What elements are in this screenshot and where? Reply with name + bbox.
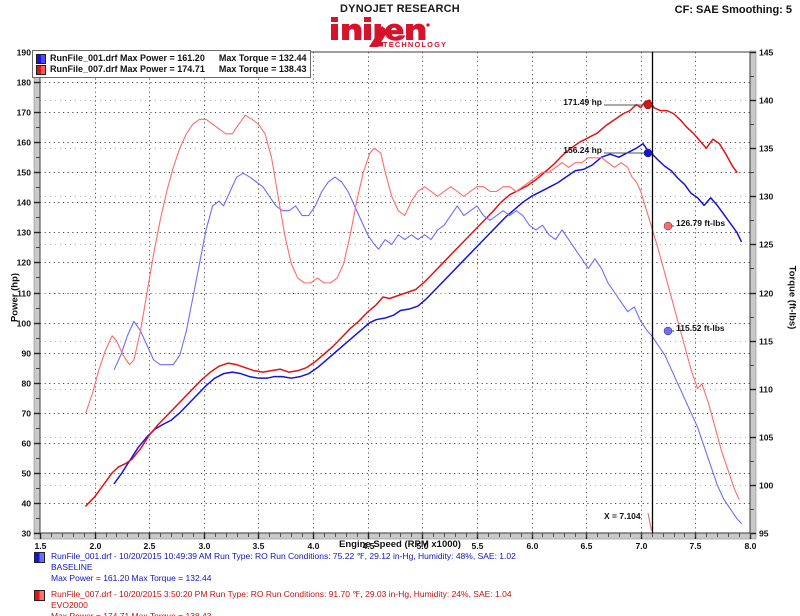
- run-info-007: RunFile_007.drf - 10/20/2015 3:50:20 PM …: [34, 589, 774, 616]
- cursor-x-label: X = 7.104: [604, 511, 641, 521]
- cursor-label-leader: [647, 512, 653, 532]
- x-axis-title: Engine Speed (RPM x1000): [339, 539, 461, 550]
- y-tick-label-left: 150: [17, 168, 32, 178]
- legend-file-007: RunFile_007.drf Max Power = 174.71: [50, 64, 205, 75]
- y-tick-label-right: 105: [759, 433, 774, 443]
- y-tick-label-left: 60: [21, 439, 31, 449]
- x-tick-label: 2.0: [90, 541, 102, 551]
- x-tick-label: 7.0: [636, 541, 648, 551]
- y-tick-label-left: 110: [17, 289, 31, 299]
- y-tick-label-left: 190: [17, 48, 32, 58]
- x-tick-label: 5.5: [472, 541, 484, 551]
- run-007-line3: Max Power = 174.71 Max Torque = 138.43: [51, 611, 512, 616]
- power-red-callout-marker[interactable]: [643, 100, 653, 110]
- run-swatch-blue: [34, 552, 45, 563]
- series-line-0[interactable]: [113, 142, 743, 485]
- plot-background: [40, 52, 750, 533]
- y-axis-left-title: Power (hp): [9, 272, 21, 323]
- y-tick-label-right: 145: [759, 48, 774, 58]
- x-tick-label: 4.5: [363, 541, 375, 551]
- run-007-line2: EVO2000: [51, 599, 88, 610]
- series-line-2[interactable]: [113, 172, 742, 524]
- run-info-001: RunFile_001.drf - 10/20/2015 10:49:39 AM…: [34, 551, 774, 585]
- series-line-3[interactable]: [85, 114, 740, 500]
- run-info-panel: RunFile_001.drf - 10/20/2015 10:49:39 AM…: [34, 551, 774, 616]
- injen-logo: TECHNOLOGY: [331, 17, 447, 48]
- x-tick-label: 5.0: [417, 541, 429, 551]
- run-swatch-red: [34, 589, 45, 601]
- y-tick-label-right: 125: [759, 240, 774, 250]
- y-tick-label-left: 120: [17, 258, 32, 268]
- y-tick-label-right: 115: [759, 337, 773, 347]
- torque-blue-callout-marker[interactable]: [663, 326, 673, 336]
- run-001-line3: Max Power = 161.20 Max Torque = 132.44: [51, 573, 212, 584]
- x-tick-label: 6.0: [527, 541, 539, 551]
- power-red-callout: 171.49 hp: [563, 97, 602, 107]
- x-tick-label: 4.0: [308, 541, 320, 551]
- y-tick-label-left: 130: [17, 228, 32, 238]
- run-007-line1: RunFile_007.drf - 10/20/2015 3:50:20 PM …: [51, 588, 512, 599]
- y-tick-label-left: 70: [21, 409, 31, 419]
- x-tick-label: 2.5: [144, 541, 156, 551]
- y-tick-label-left: 50: [21, 469, 31, 479]
- legend-torque-007: Max Torque = 138.43: [218, 64, 307, 75]
- y-tick-label-left: 80: [21, 379, 31, 389]
- y-tick-label-right: 140: [759, 96, 774, 106]
- y-tick-label-left: 180: [17, 78, 32, 88]
- y-tick-label-right: 110: [759, 385, 773, 395]
- y-tick-label-left: 160: [17, 138, 32, 148]
- x-tick-label: 3.5: [253, 541, 265, 551]
- y-tick-label-left: 170: [17, 108, 32, 118]
- y-tick-label-left: 90: [21, 349, 31, 359]
- y-tick-label-right: 120: [759, 289, 774, 299]
- torque-red-callout: 126.79 ft-lbs: [676, 218, 726, 228]
- torque-red-callout-marker[interactable]: [663, 221, 673, 231]
- plot-border: [39, 51, 751, 534]
- y-tick-label-right: 135: [759, 144, 774, 154]
- y-axis-right-title: Torque (ft-lbs): [786, 265, 798, 330]
- x-tick-label: 3.0: [199, 541, 211, 551]
- run-001-line1: RunFile_001.drf - 10/20/2015 10:49:39 AM…: [51, 551, 516, 561]
- svg-text:TECHNOLOGY: TECHNOLOGY: [383, 40, 447, 48]
- x-tick-label: 1.5: [35, 541, 47, 551]
- series-legend: RunFile_001.drf Max Power = 161.20 Max T…: [32, 50, 312, 78]
- y-tick-label-right: 130: [759, 192, 774, 202]
- dynojet-research-label: DYNOJET RESEARCH: [340, 3, 460, 15]
- y-axis-left-bar[interactable]: [33, 50, 41, 535]
- legend-row-001: RunFile_001.drf Max Power = 161.20 Max T…: [36, 53, 306, 64]
- x-tick-label: 6.5: [581, 541, 593, 551]
- power-blue-callout-marker[interactable]: [643, 148, 653, 158]
- y-tick-label-left: 140: [17, 198, 32, 208]
- y-tick-label-right: 95: [759, 529, 769, 539]
- x-tick-label: 7.5: [690, 541, 702, 551]
- legend-swatch-blue: [36, 53, 46, 64]
- run-001-line2: BASELINE: [51, 562, 93, 573]
- correction-factor-label: CF: SAE Smoothing: 5: [674, 4, 792, 16]
- y-tick-label-left: 40: [21, 499, 31, 509]
- legend-file-001: RunFile_001.drf Max Power = 161.20: [50, 53, 205, 64]
- y-tick-label-right: 100: [759, 481, 774, 491]
- legend-row-007: RunFile_007.drf Max Power = 174.71 Max T…: [36, 64, 306, 75]
- y-tick-label-left: 100: [17, 319, 32, 329]
- torque-blue-callout: 115.52 ft-lbs: [676, 323, 725, 333]
- y-tick-label-left: 30: [21, 529, 31, 539]
- x-tick-label: 8.0: [745, 541, 757, 551]
- legend-swatch-red: [36, 64, 46, 75]
- power-blue-callout: 156.24 hp: [563, 145, 602, 155]
- legend-torque-001: Max Torque = 132.44: [218, 53, 307, 64]
